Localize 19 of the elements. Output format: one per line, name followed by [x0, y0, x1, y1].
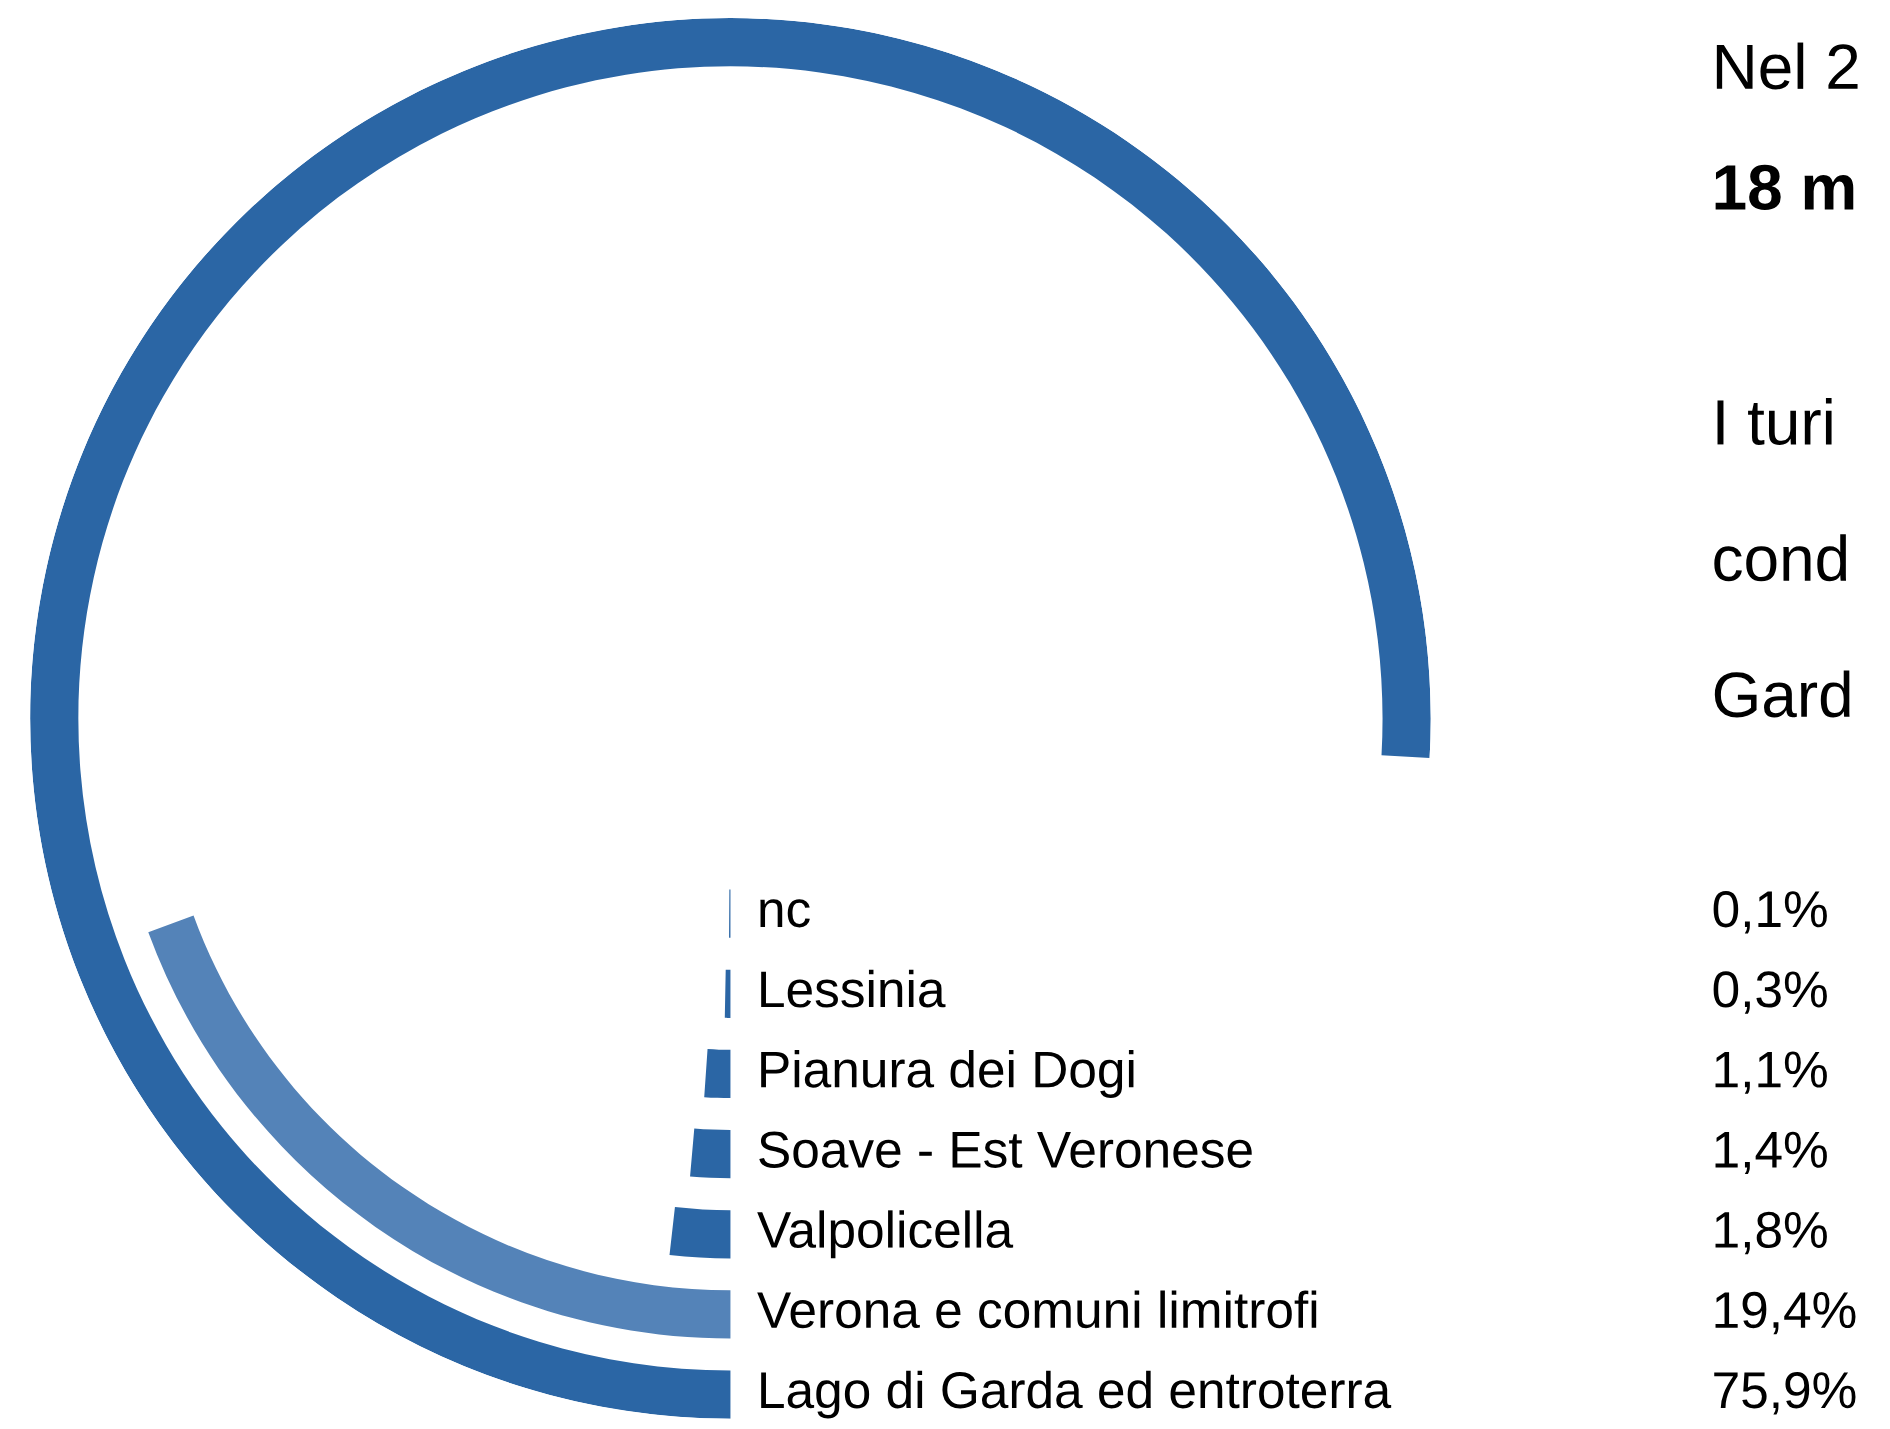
data-label: 0,1%	[1713, 891, 1827, 934]
data-label: 1,8%	[1715, 1211, 1827, 1255]
category-label: Pianura dei Dogi	[761, 1050, 1134, 1098]
text: 18 m	[1715, 164, 1854, 211]
category-label: Valpolicella	[757, 1210, 1014, 1259]
data-label: 0,3%	[1713, 971, 1827, 1014]
category-label: Soave - Est Veronese	[759, 1131, 1252, 1168]
text: Nel 2	[1716, 42, 1858, 90]
category-label: nc	[760, 899, 810, 928]
category-label: Lessinia	[761, 969, 946, 1008]
text: Gard	[1714, 670, 1850, 718]
data-label: 75,9%	[1714, 1372, 1856, 1415]
text: cond	[1714, 534, 1847, 582]
data-label: 1,4%	[1715, 1131, 1827, 1174]
data-label: 19,4%	[1715, 1291, 1856, 1335]
text: I turi	[1717, 398, 1832, 446]
data-label: 1,1%	[1715, 1051, 1827, 1094]
category-label: Lago di Garda ed entroterra	[761, 1370, 1392, 1419]
category-label: Verona e comuni limitrofi	[757, 1290, 1317, 1329]
